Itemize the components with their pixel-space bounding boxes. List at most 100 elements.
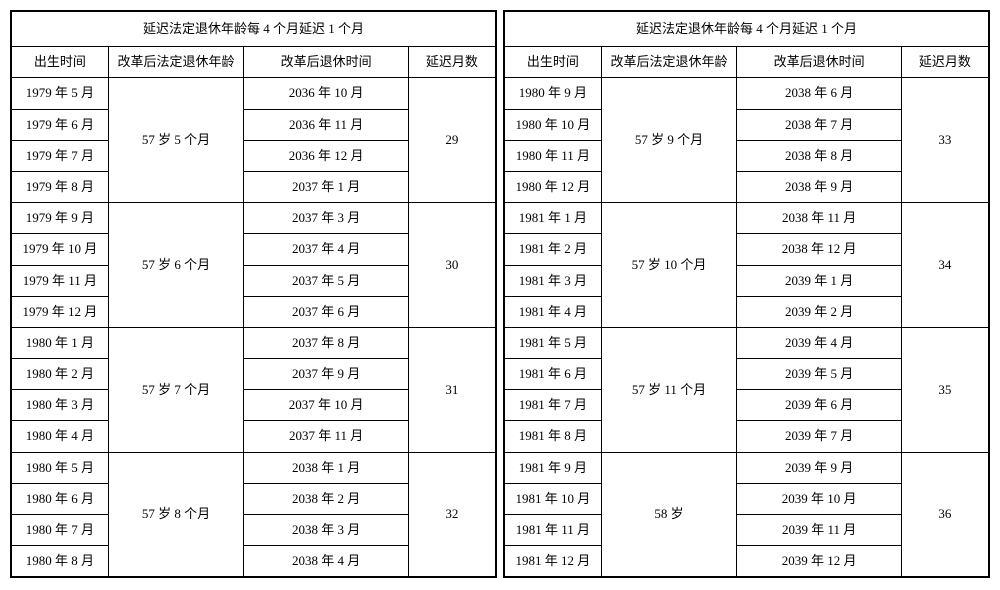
cell-birth: 1979 年 8 月 [12,171,109,202]
column-header-retire: 改革后退休时间 [244,47,409,78]
cell-birth: 1980 年 5 月 [12,452,109,483]
cell-birth: 1980 年 3 月 [12,390,109,421]
cell-retire: 2039 年 6 月 [737,390,902,421]
cell-delay: 31 [408,327,495,452]
cell-birth: 1981 年 10 月 [505,483,602,514]
table-row: 1981 年 1 月57 岁 10 个月2038 年 11 月34 [505,203,989,234]
cell-retire: 2039 年 10 月 [737,483,902,514]
column-header-birth: 出生时间 [505,47,602,78]
cell-retire: 2037 年 9 月 [244,359,409,390]
cell-retire: 2039 年 11 月 [737,515,902,546]
cell-birth: 1980 年 2 月 [12,359,109,390]
cell-age: 57 岁 9 个月 [601,78,737,203]
cell-retire: 2038 年 7 月 [737,109,902,140]
cell-retire: 2039 年 12 月 [737,546,902,577]
cell-age: 57 岁 8 个月 [108,452,244,577]
table-row: 1979 年 5 月57 岁 5 个月2036 年 10 月29 [12,78,496,109]
cell-birth: 1981 年 1 月 [505,203,602,234]
cell-birth: 1980 年 8 月 [12,546,109,577]
cell-birth: 1980 年 1 月 [12,327,109,358]
cell-delay: 34 [901,203,988,328]
cell-retire: 2036 年 11 月 [244,109,409,140]
cell-age: 57 岁 6 个月 [108,203,244,328]
table-row: 1980 年 5 月57 岁 8 个月2038 年 1 月32 [12,452,496,483]
cell-age: 57 岁 11 个月 [601,327,737,452]
table-row: 1979 年 9 月57 岁 6 个月2037 年 3 月30 [12,203,496,234]
cell-birth: 1979 年 12 月 [12,296,109,327]
cell-retire: 2039 年 9 月 [737,452,902,483]
cell-birth: 1980 年 7 月 [12,515,109,546]
cell-birth: 1981 年 5 月 [505,327,602,358]
cell-age: 58 岁 [601,452,737,577]
cell-delay: 36 [901,452,988,577]
cell-retire: 2038 年 2 月 [244,483,409,514]
cell-birth: 1981 年 4 月 [505,296,602,327]
column-header-age: 改革后法定退休年龄 [601,47,737,78]
cell-retire: 2038 年 6 月 [737,78,902,109]
cell-birth: 1979 年 6 月 [12,109,109,140]
cell-birth: 1981 年 6 月 [505,359,602,390]
cell-birth: 1981 年 7 月 [505,390,602,421]
cell-retire: 2039 年 5 月 [737,359,902,390]
cell-birth: 1980 年 11 月 [505,140,602,171]
cell-age: 57 岁 5 个月 [108,78,244,203]
cell-retire: 2036 年 10 月 [244,78,409,109]
cell-retire: 2039 年 2 月 [737,296,902,327]
cell-retire: 2038 年 3 月 [244,515,409,546]
cell-age: 57 岁 10 个月 [601,203,737,328]
cell-retire: 2038 年 11 月 [737,203,902,234]
cell-retire: 2036 年 12 月 [244,140,409,171]
cell-birth: 1981 年 3 月 [505,265,602,296]
cell-retire: 2037 年 5 月 [244,265,409,296]
cell-delay: 29 [408,78,495,203]
column-header-delay: 延迟月数 [901,47,988,78]
table-row: 1981 年 5 月57 岁 11 个月2039 年 4 月35 [505,327,989,358]
table-row: 1980 年 9 月57 岁 9 个月2038 年 6 月33 [505,78,989,109]
table-title: 延迟法定退休年龄每 4 个月延迟 1 个月 [505,12,989,47]
cell-retire: 2037 年 3 月 [244,203,409,234]
cell-birth: 1979 年 5 月 [12,78,109,109]
left-table: 延迟法定退休年龄每 4 个月延迟 1 个月出生时间改革后法定退休年龄改革后退休时… [11,11,496,577]
cell-birth: 1981 年 8 月 [505,421,602,452]
right-table-wrapper: 延迟法定退休年龄每 4 个月延迟 1 个月出生时间改革后法定退休年龄改革后退休时… [503,10,990,578]
cell-retire: 2038 年 4 月 [244,546,409,577]
cell-birth: 1981 年 12 月 [505,546,602,577]
cell-birth: 1980 年 12 月 [505,171,602,202]
cell-delay: 32 [408,452,495,577]
tables-container: 延迟法定退休年龄每 4 个月延迟 1 个月出生时间改革后法定退休年龄改革后退休时… [10,10,990,578]
cell-delay: 30 [408,203,495,328]
cell-retire: 2038 年 12 月 [737,234,902,265]
cell-retire: 2039 年 7 月 [737,421,902,452]
cell-birth: 1980 年 9 月 [505,78,602,109]
cell-retire: 2037 年 1 月 [244,171,409,202]
cell-retire: 2037 年 4 月 [244,234,409,265]
cell-birth: 1981 年 2 月 [505,234,602,265]
column-header-birth: 出生时间 [12,47,109,78]
cell-delay: 35 [901,327,988,452]
cell-birth: 1981 年 9 月 [505,452,602,483]
cell-retire: 2037 年 6 月 [244,296,409,327]
right-table: 延迟法定退休年龄每 4 个月延迟 1 个月出生时间改革后法定退休年龄改革后退休时… [504,11,989,577]
column-header-retire: 改革后退休时间 [737,47,902,78]
cell-birth: 1980 年 4 月 [12,421,109,452]
table-row: 1981 年 9 月58 岁2039 年 9 月36 [505,452,989,483]
cell-retire: 2037 年 10 月 [244,390,409,421]
cell-retire: 2039 年 1 月 [737,265,902,296]
cell-retire: 2038 年 1 月 [244,452,409,483]
cell-retire: 2038 年 9 月 [737,171,902,202]
table-row: 1980 年 1 月57 岁 7 个月2037 年 8 月31 [12,327,496,358]
cell-retire: 2039 年 4 月 [737,327,902,358]
column-header-delay: 延迟月数 [408,47,495,78]
cell-birth: 1980 年 10 月 [505,109,602,140]
column-header-age: 改革后法定退休年龄 [108,47,244,78]
cell-birth: 1979 年 7 月 [12,140,109,171]
cell-retire: 2037 年 11 月 [244,421,409,452]
cell-retire: 2037 年 8 月 [244,327,409,358]
cell-birth: 1981 年 11 月 [505,515,602,546]
cell-retire: 2038 年 8 月 [737,140,902,171]
cell-birth: 1979 年 9 月 [12,203,109,234]
cell-age: 57 岁 7 个月 [108,327,244,452]
left-table-wrapper: 延迟法定退休年龄每 4 个月延迟 1 个月出生时间改革后法定退休年龄改革后退休时… [10,10,497,578]
cell-delay: 33 [901,78,988,203]
cell-birth: 1979 年 11 月 [12,265,109,296]
